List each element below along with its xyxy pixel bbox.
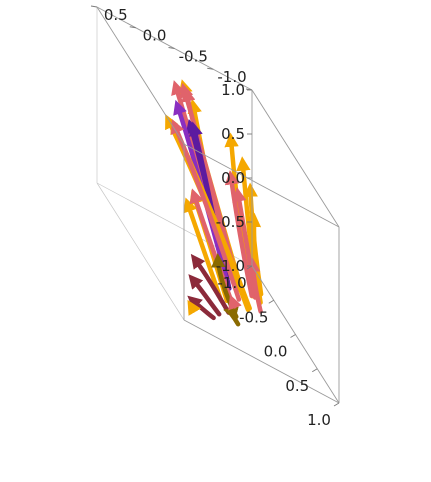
x-tick-mark [333,402,340,407]
y-tick-mark [207,67,214,70]
streamline [187,299,201,316]
y-tick-mark [168,47,175,49]
box-edge [183,319,340,404]
axis-ticks: -1.0-0.50.00.51.0-1.0-0.50.00.51.0-1.0-0… [65,0,340,429]
y-tick-mark [129,26,136,29]
z-tick-label: 0.0 [221,169,245,187]
y-tick-mark [90,5,98,8]
x-tick-label: 0.0 [264,343,288,361]
streamline [223,306,241,327]
streamline [188,274,222,317]
streamlines [165,79,264,327]
y-tick-label: -0.5 [179,47,208,65]
z-tick-label: -0.5 [216,213,245,231]
x-tick-label: -0.5 [239,308,268,326]
y-tick-label: 0.0 [143,27,167,45]
box-edge [96,6,185,145]
y-tick-label: 0.5 [104,6,128,24]
x-tick-mark [246,265,253,270]
streamline [246,212,263,305]
x-tick-label: -1.0 [217,274,246,292]
y-tick-label: -1.0 [217,68,246,86]
y-tick-label: 1.0 [65,0,89,3]
streamline [245,257,263,314]
x-tick-mark [290,334,296,338]
streamline [170,118,242,302]
x-tick-mark [312,368,318,373]
streamline [228,294,242,311]
z-tick-label: 0.5 [221,125,245,143]
box-edge [96,182,185,321]
box-edge [251,89,340,228]
x-tick-label: 0.5 [285,377,309,395]
x-tick-mark [268,299,274,304]
z-tick-label: 1.0 [221,81,245,99]
x-tick-label: 1.0 [307,411,331,429]
z-tick-label: -1.0 [216,257,245,275]
box-edge [183,143,340,228]
